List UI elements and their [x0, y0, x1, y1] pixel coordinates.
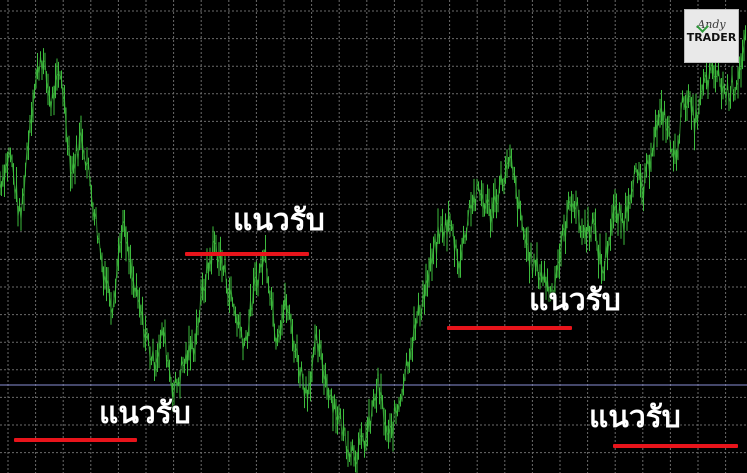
logo-script-text: Andy	[697, 18, 726, 31]
andy-trader-logo: Andy TRADER	[684, 9, 739, 63]
support-line	[447, 326, 572, 330]
support-label: แนวรับ	[589, 400, 681, 435]
logo-name-text: TRADER	[686, 31, 737, 44]
price-series	[0, 25, 746, 473]
support-label: แนวรับ	[233, 203, 325, 238]
support-line	[14, 438, 137, 442]
price-line	[0, 32, 746, 467]
support-line	[185, 252, 309, 256]
support-line	[613, 444, 738, 448]
support-label: แนวรับ	[99, 396, 191, 431]
support-label: แนวรับ	[529, 283, 621, 318]
